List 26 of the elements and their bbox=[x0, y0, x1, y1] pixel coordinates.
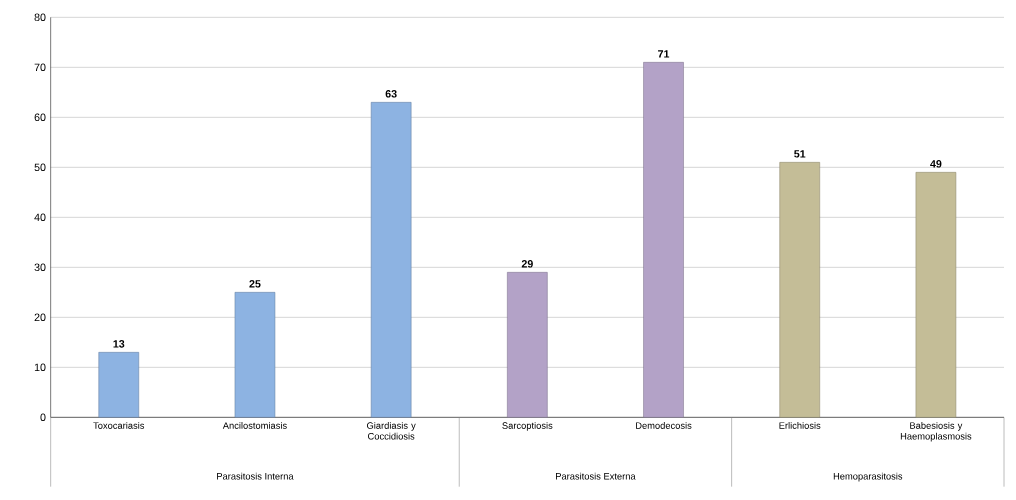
data-label: 49 bbox=[930, 160, 942, 168]
x-tick-label: Toxocariasis bbox=[93, 422, 145, 429]
data-label: 25 bbox=[249, 280, 261, 288]
y-tick-label: 50 bbox=[34, 163, 46, 172]
x-tick-label: Babesiosis y Haemoplasmosis bbox=[900, 422, 972, 442]
x-tick-label: Ancilostomiasis bbox=[222, 422, 287, 429]
text: Hemoparasitosis bbox=[833, 472, 903, 482]
y-tick-label: 20 bbox=[34, 313, 46, 322]
x-tick-label: Erlichiosis bbox=[779, 422, 821, 429]
x-tick-label: Sarcoptiosis bbox=[502, 422, 553, 431]
y-tick-label: 0 bbox=[40, 413, 46, 422]
y-tick-label: 70 bbox=[34, 63, 46, 72]
y-tick-label: 80 bbox=[34, 13, 46, 22]
data-label: 51 bbox=[794, 150, 806, 158]
data-label: 71 bbox=[658, 50, 670, 58]
y-tick-label: 40 bbox=[34, 213, 46, 222]
y-tick-label: 30 bbox=[34, 263, 46, 272]
x-tick-label: Giardiasis y Coccidiosis bbox=[366, 422, 416, 440]
y-tick-label: 60 bbox=[34, 113, 46, 122]
data-label: 63 bbox=[385, 90, 397, 98]
y-tick-label: 10 bbox=[34, 363, 46, 372]
x-tick-label: Demodecosis bbox=[636, 422, 692, 429]
text: Parasitosis Interna bbox=[217, 472, 294, 480]
data-label: 13 bbox=[113, 340, 125, 348]
text: Parasitosis Externa bbox=[556, 472, 636, 480]
data-label: 29 bbox=[521, 260, 533, 268]
